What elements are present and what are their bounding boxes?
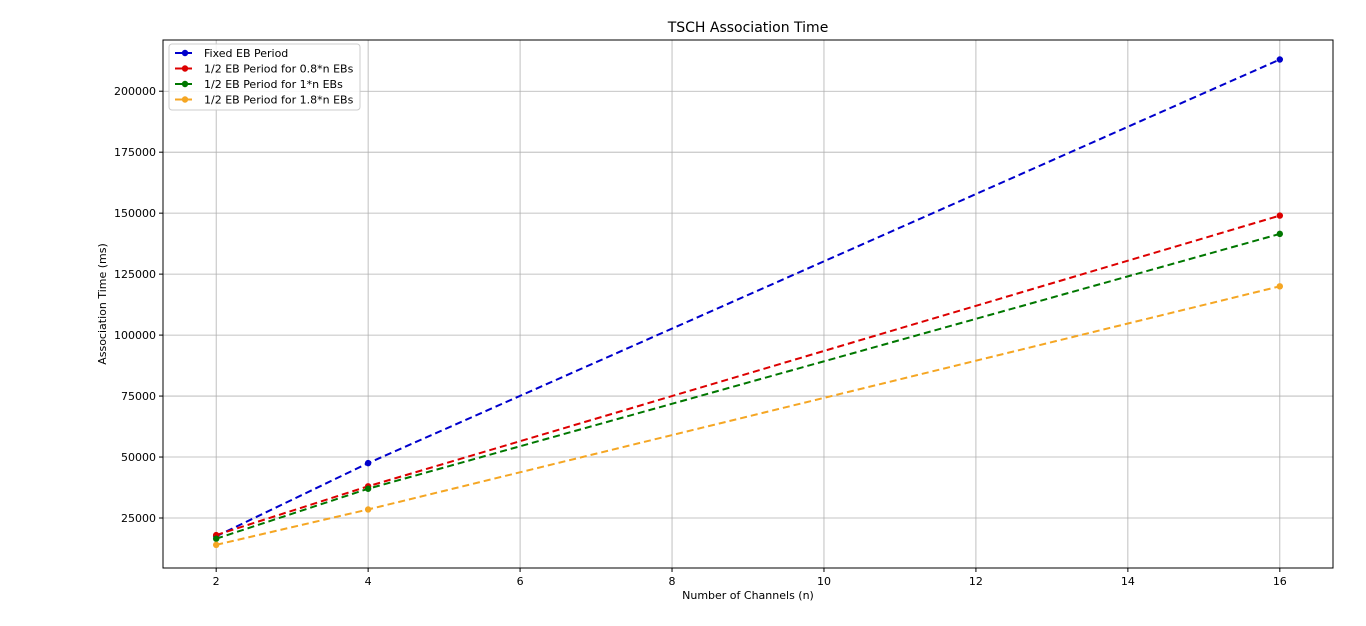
data-point: [1276, 56, 1284, 63]
plot-frame: [162, 39, 1334, 569]
x-tick-label: 14: [1121, 575, 1135, 588]
x-tick-label: 10: [817, 575, 831, 588]
y-tick-label: 100000: [114, 329, 156, 342]
legend-label: Fixed EB Period: [204, 47, 288, 60]
data-point: [1276, 283, 1284, 290]
y-tick-label: 200000: [114, 85, 156, 98]
x-tick-label: 2: [213, 575, 220, 588]
legend: Fixed EB Period 1/2 EB Period for 0.8*n E…: [168, 43, 361, 111]
x-tick-label: 6: [517, 575, 524, 588]
y-axis-label: Association Time (ms): [96, 243, 109, 365]
axis-ticks: 2 4 6 8 10 12 14 16 25000 50000 75000 100000 125000 1…: [114, 85, 1287, 588]
y-tick-label: 150000: [114, 207, 156, 220]
data-point: [364, 506, 372, 513]
legend-item: 1/2 EB Period for 0.8*n EBs: [175, 63, 354, 76]
x-axis-label: Number of Channels (n): [682, 589, 814, 602]
data-point: [212, 535, 220, 542]
y-tick-label: 50000: [121, 451, 156, 464]
legend-item: 1/2 EB Period for 1*n EBs: [175, 78, 343, 91]
series-4: [212, 283, 1284, 549]
x-tick-label: 12: [969, 575, 983, 588]
x-tick-label: 16: [1273, 575, 1287, 588]
legend-marker: [181, 49, 189, 57]
legend-label: 1/2 EB Period for 1*n EBs: [204, 78, 343, 91]
series-3: [212, 230, 1284, 542]
x-tick-label: 4: [365, 575, 372, 588]
data-point: [212, 541, 220, 549]
y-tick-label: 175000: [114, 146, 156, 159]
series-layer: [212, 56, 1284, 549]
legend-marker: [181, 65, 189, 72]
y-tick-label: 25000: [121, 512, 156, 525]
legend-marker: [181, 80, 189, 88]
grid: [163, 40, 1333, 568]
data-point: [364, 459, 372, 467]
legend-item: Fixed EB Period: [175, 47, 288, 60]
y-tick-label: 125000: [114, 268, 156, 281]
legend-item: 1/2 EB Period for 1.8*n EBs: [175, 94, 354, 107]
legend-box: [168, 43, 361, 111]
y-tick-label: 75000: [121, 390, 156, 403]
legend-label: 1/2 EB Period for 1.8*n EBs: [204, 94, 354, 107]
x-tick-label: 8: [669, 575, 676, 588]
chart-title: TSCH Association Time: [667, 20, 829, 36]
data-point: [364, 485, 372, 492]
data-point: [1276, 230, 1284, 238]
data-point: [1276, 212, 1284, 219]
legend-marker: [181, 96, 189, 103]
legend-label: 1/2 EB Period for 0.8*n EBs: [204, 63, 354, 76]
